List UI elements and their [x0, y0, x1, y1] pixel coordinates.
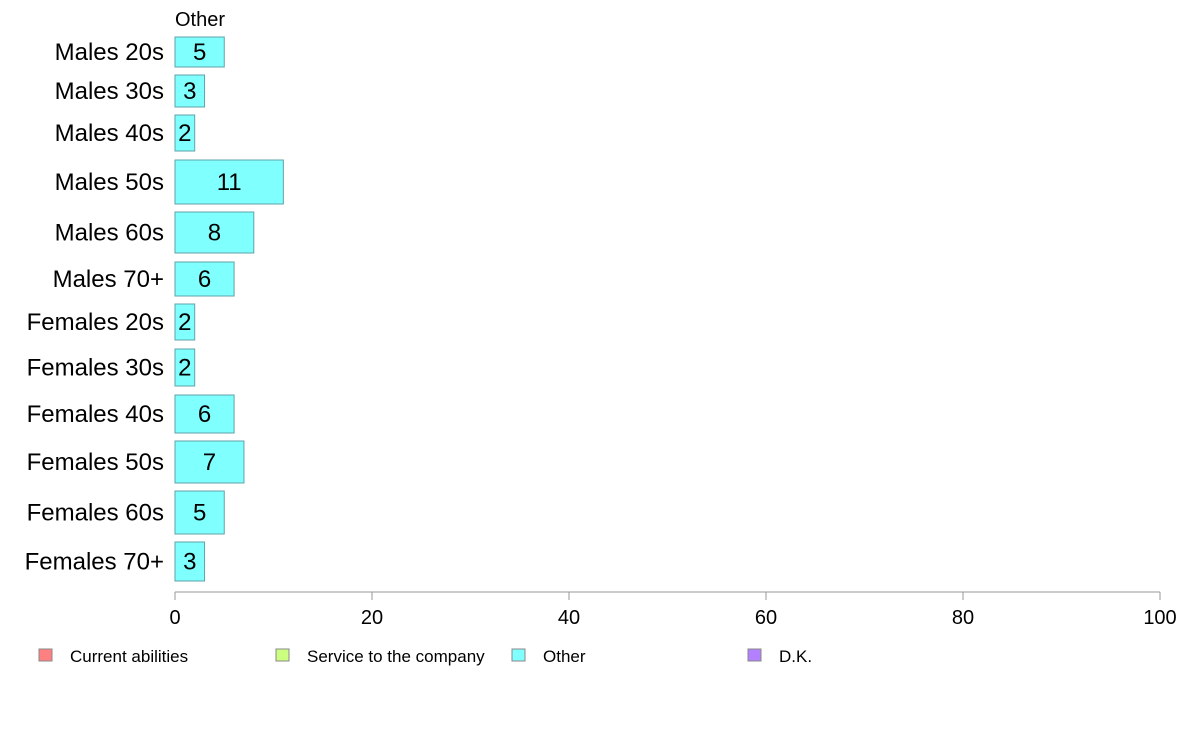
bar [174, 440, 245, 484]
x-tick-label: 40 [558, 607, 580, 629]
category-label: Females 40s [27, 401, 164, 428]
panel-title: Other [175, 9, 225, 31]
legend-swatch [275, 648, 290, 662]
bar [174, 394, 235, 434]
category-label: Females 30s [27, 355, 164, 382]
category-label: Males 50s [55, 169, 164, 196]
legend-swatch [38, 648, 53, 662]
value-label: 8 [208, 220, 221, 247]
category-label: Females 50s [27, 449, 164, 476]
category-label: Males 20s [55, 39, 164, 66]
bar [174, 348, 196, 387]
category-label: Males 70+ [53, 266, 164, 293]
value-label: 11 [217, 169, 242, 196]
legend-swatch [747, 648, 762, 662]
category-label: Males 30s [55, 78, 164, 105]
legend-label: D.K. [779, 647, 812, 666]
value-label: 6 [198, 401, 211, 428]
x-tick-label: 0 [169, 607, 180, 629]
bar [174, 36, 225, 68]
x-tick-label: 100 [1143, 607, 1176, 629]
value-label: 7 [203, 449, 216, 476]
value-label: 6 [198, 266, 211, 293]
value-label: 2 [178, 309, 191, 336]
x-axis: 0 20 40 60 80 100 [169, 591, 1177, 629]
x-tick-label: 60 [755, 607, 777, 629]
category-label: Females 20s [27, 309, 164, 336]
value-label: 5 [193, 39, 206, 66]
category-label: Females 70+ [25, 549, 164, 576]
category-label: Males 40s [55, 120, 164, 147]
legend-swatch [511, 648, 526, 662]
value-label: 3 [183, 78, 196, 105]
x-tick-label: 20 [361, 607, 383, 629]
value-label: 2 [178, 120, 191, 147]
value-label: 3 [183, 549, 196, 576]
value-label: 5 [193, 500, 206, 527]
legend: Current abilities Service to the company O… [38, 647, 812, 666]
bar [174, 490, 225, 535]
bar [174, 541, 206, 582]
bar [174, 303, 196, 341]
bar [174, 211, 255, 254]
bar [174, 114, 196, 152]
bar [174, 261, 235, 297]
category-label: Males 60s [55, 220, 164, 247]
category-label: Females 60s [27, 500, 164, 527]
legend-label: Service to the company [307, 647, 485, 666]
bar [174, 74, 206, 108]
bars: Males 20s 5 Males 30s 3 Males 40s 2 Males 50s 1… [25, 36, 284, 582]
bar [174, 159, 284, 205]
legend-label: Current abilities [70, 647, 188, 666]
value-label: 2 [178, 355, 191, 382]
x-tick-label: 80 [952, 607, 974, 629]
legend-label: Other [543, 647, 586, 666]
